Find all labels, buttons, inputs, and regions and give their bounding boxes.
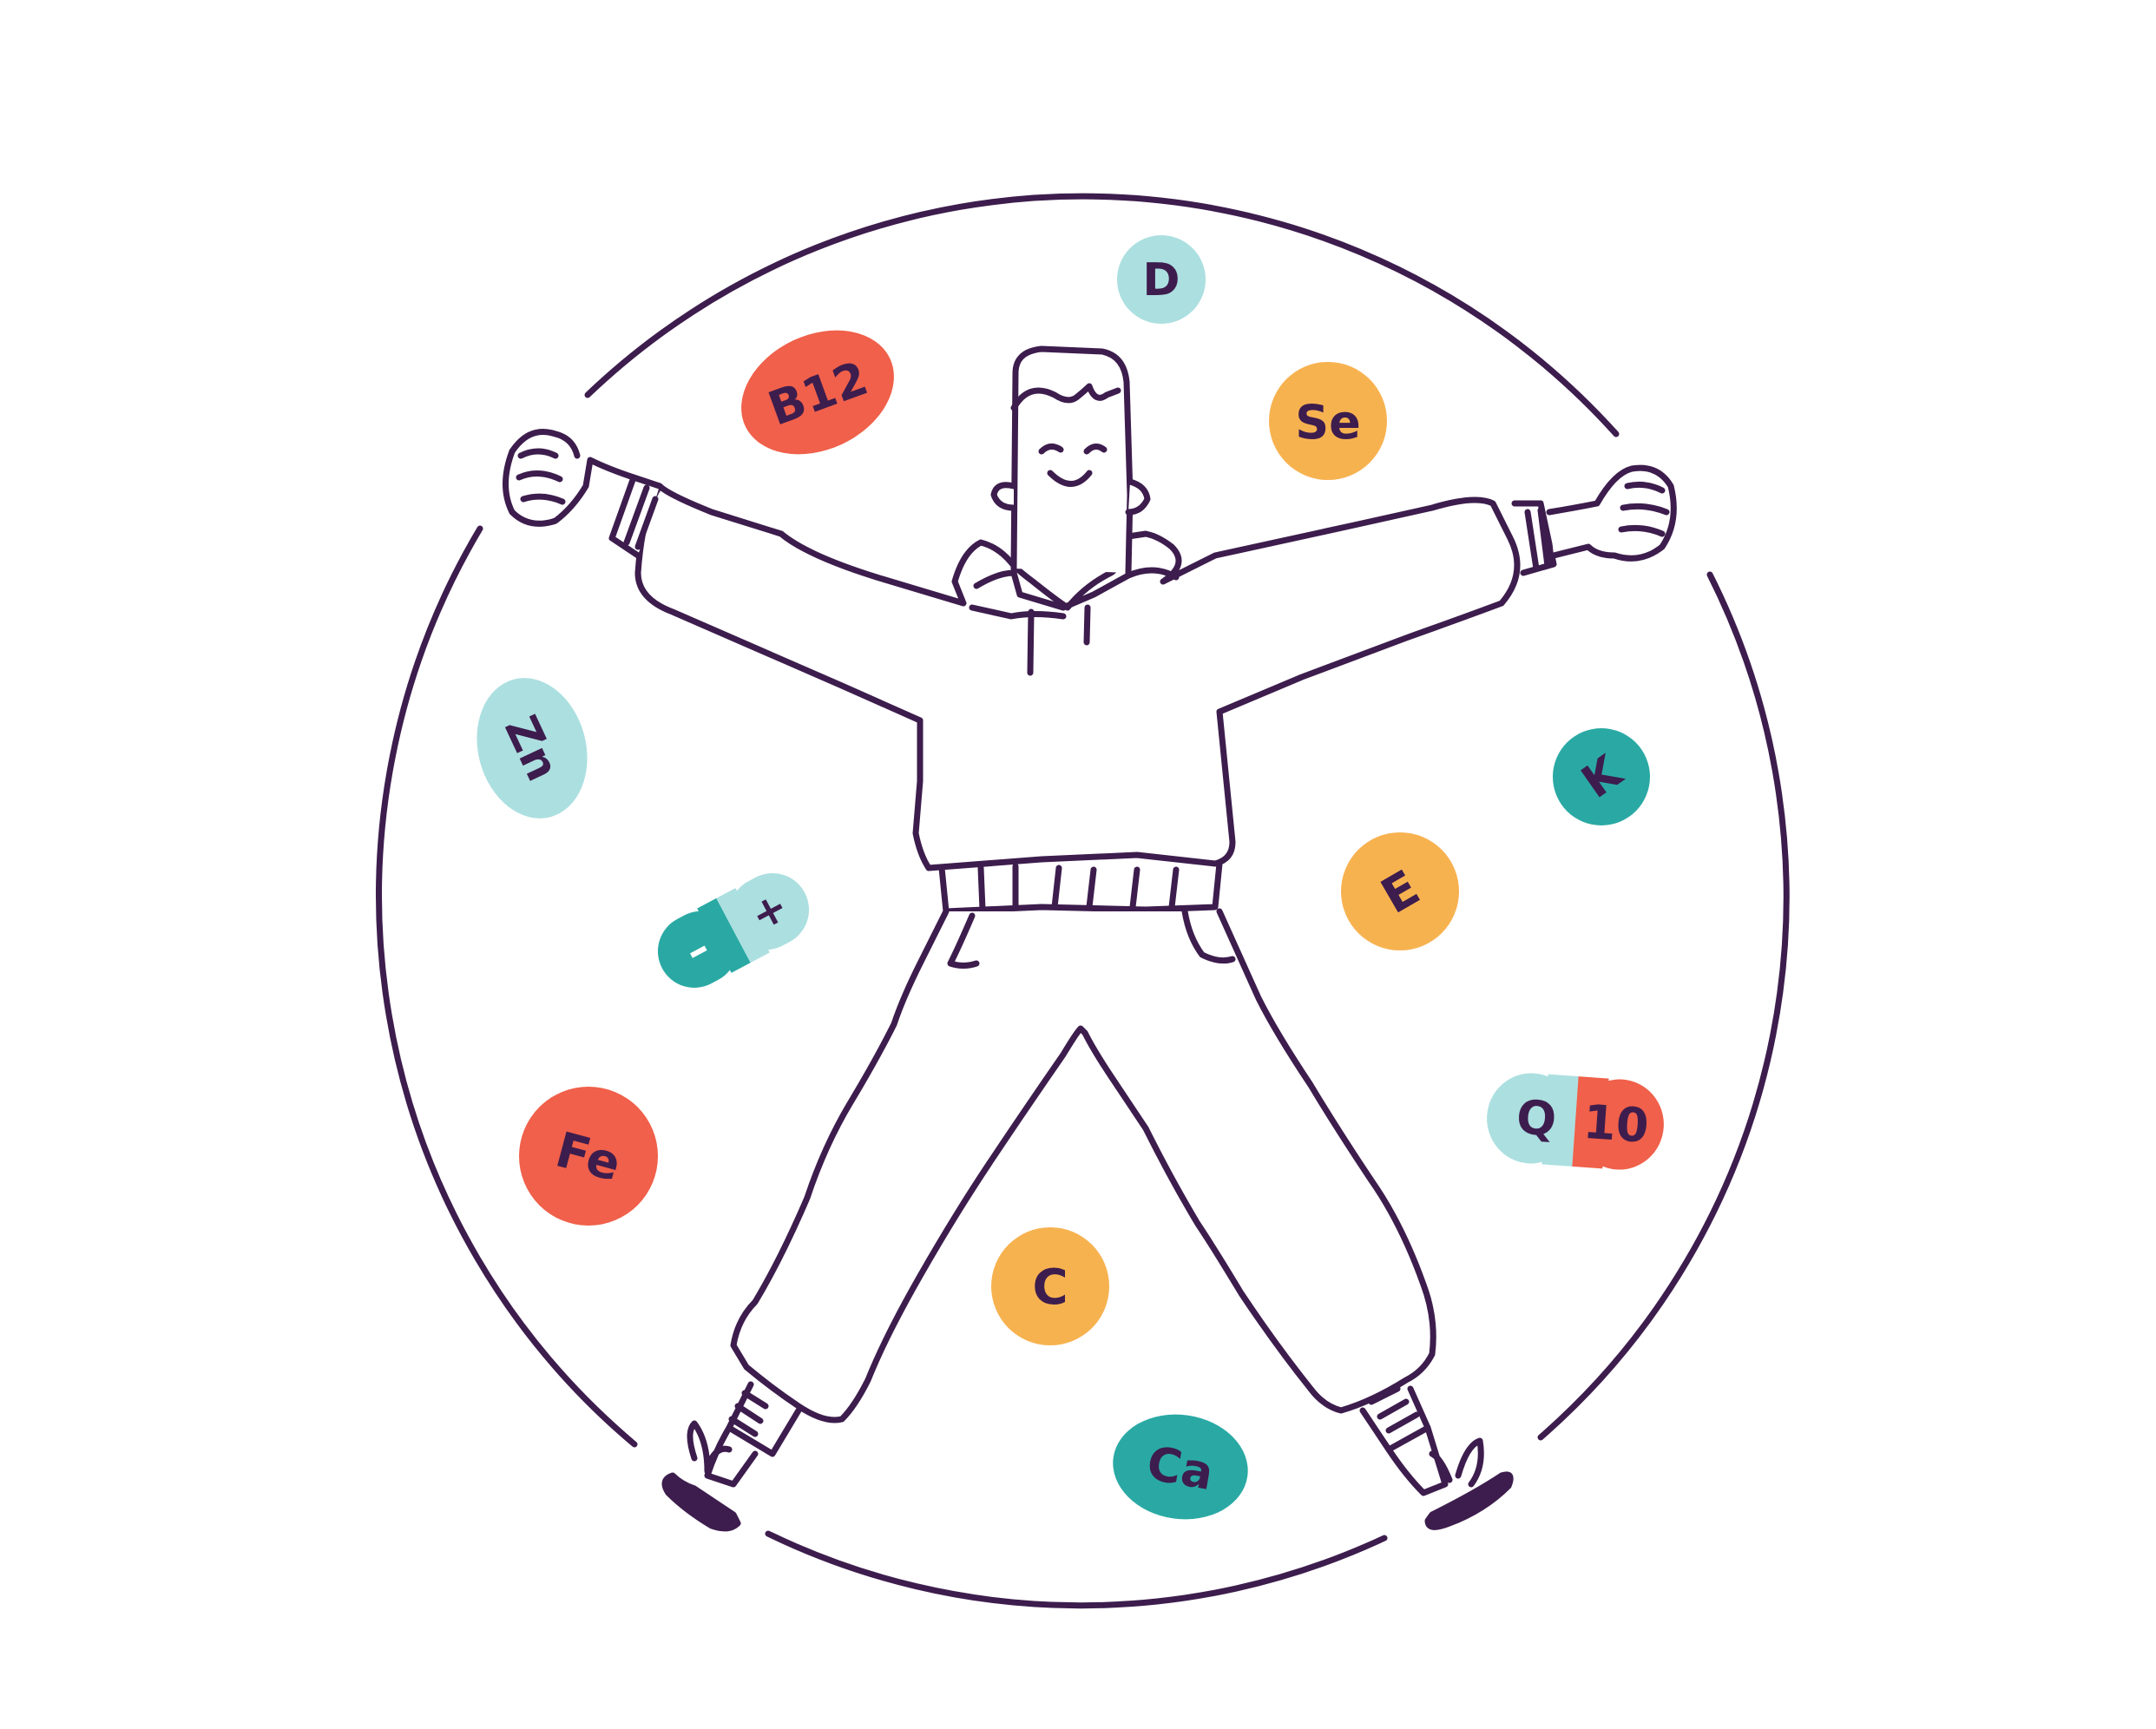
badge-b12: B12 [721,306,915,477]
badge-zn: Zn [462,666,602,832]
badge-c-label: C [1032,1259,1068,1316]
capsule-10-label: 10 [1581,1095,1650,1154]
badge-ca: Ca [1106,1406,1254,1528]
capsule-q-label: Q [1515,1089,1558,1147]
badge-ca-label: Ca [1143,1436,1218,1501]
badge-d: D [1117,235,1206,324]
capsule-plus-minus: – + [645,860,822,1000]
badge-se: Se [1269,362,1387,480]
capsule-q10: Q 10 [1484,1070,1667,1173]
badge-k: K [1553,728,1650,825]
badge-fe: Fe [519,1087,658,1226]
badge-c: C [991,1227,1109,1345]
badge-e: E [1341,832,1459,950]
badge-d-label: D [1142,254,1180,306]
badge-se-label: Se [1295,395,1361,450]
